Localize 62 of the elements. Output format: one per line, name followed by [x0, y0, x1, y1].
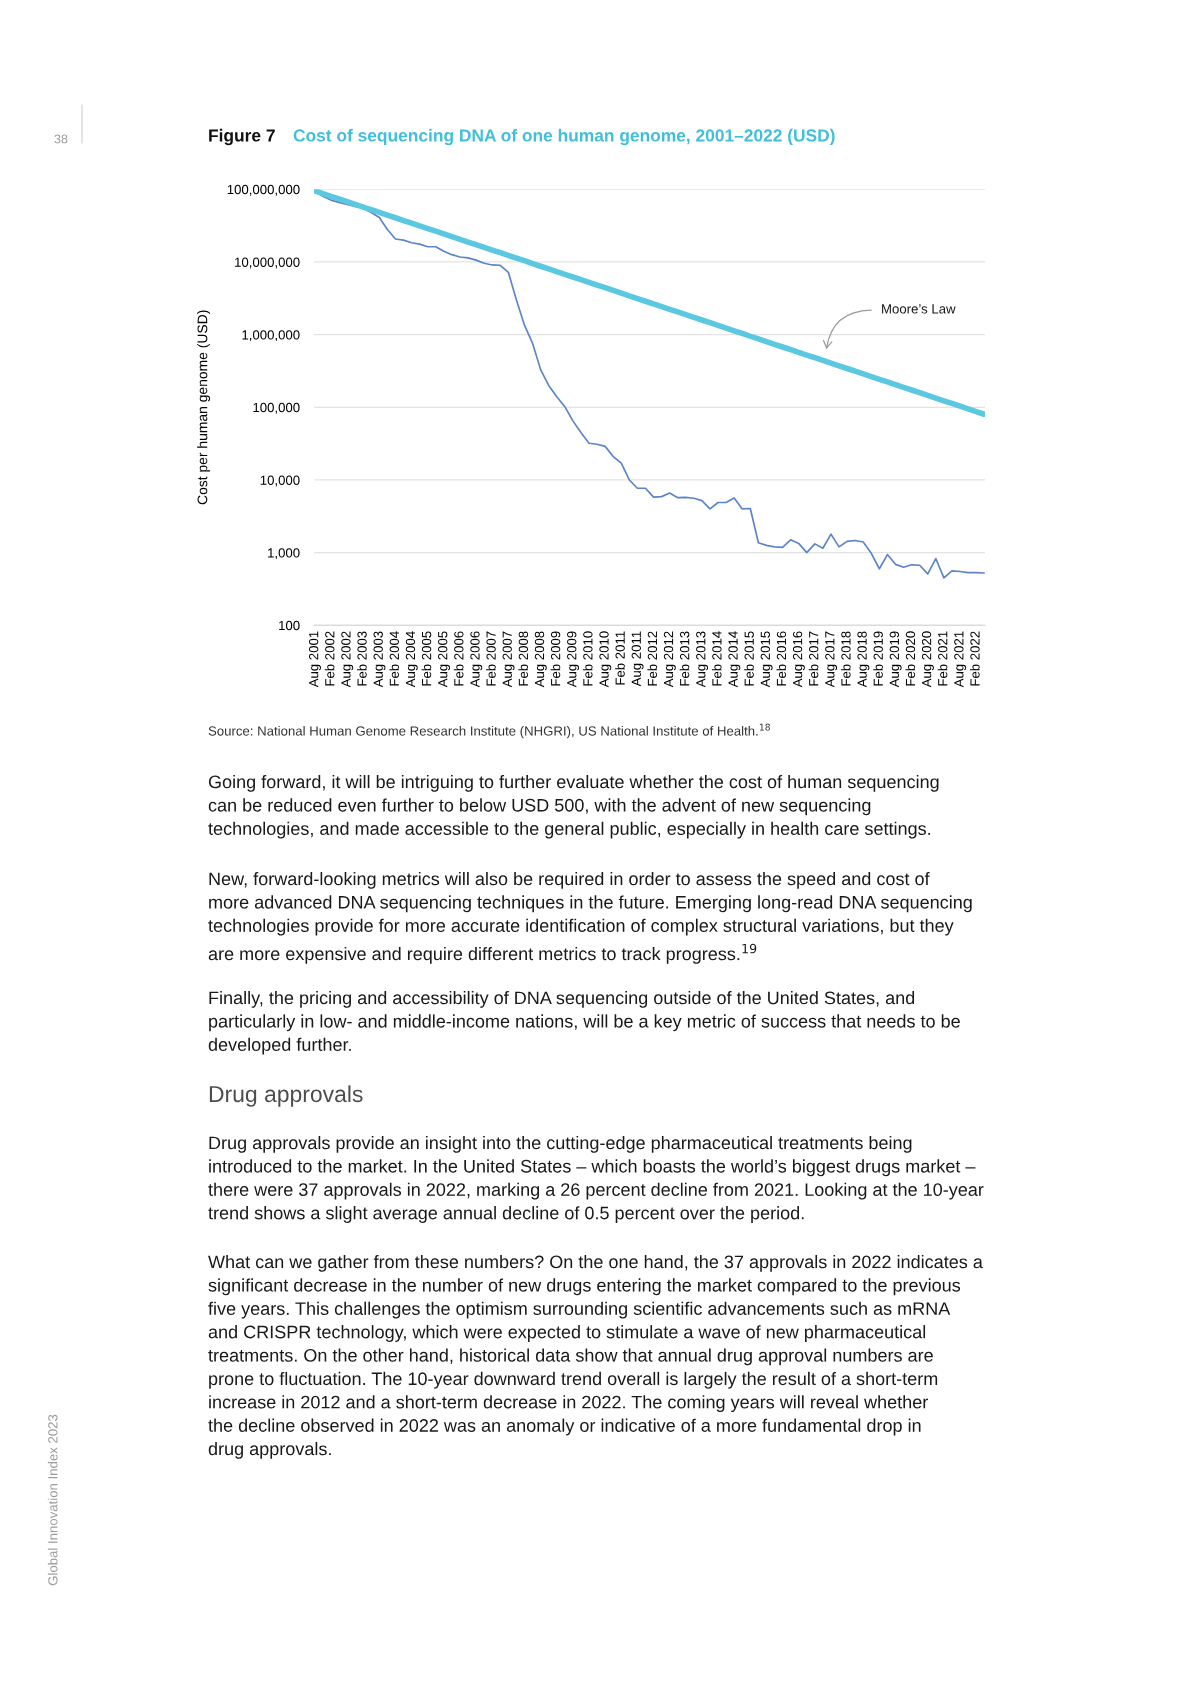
text: What can we gather from these numbers? On the one hand, the 37 approvals in 2022 indicates a significant decrease in the number of new drugs entering the market compared to the previous five years. This challenges the optimism surrounding scientific advancements such as mRNA and CRISPR technology, which were expected to stimulate a wave of new pharmaceutical treatments. On the other hand, historical data show that annual drug approval numbers are prone to fluctuation. The 10-year downward trend overall is largely the result of a short-term increase in 2012 and a short-term decrease in 2022. The coming years will reveal whether the decline observed in 2022 was an anomaly or indicative of a more fundamental drop in drug approvals. — [208, 1255, 983, 1459]
annotation: Moore’s Law — [882, 304, 956, 314]
y-axis-title: Cost per human genome (USD) — [197, 310, 211, 505]
x-tick-label: Feb 2013 — [679, 631, 690, 686]
text: 38 — [54, 134, 68, 144]
x-tick-label: Aug 2013 — [696, 631, 709, 688]
x-tick-label: Aug 2001 — [309, 631, 321, 688]
x-tick-label: Feb 2021 — [937, 631, 948, 686]
x-tick-label: Aug 2020 — [921, 631, 934, 688]
x-tick-label: Feb 2015 — [744, 631, 754, 686]
x-tick-label: Aug 2012 — [663, 631, 676, 688]
x-tick-label: Feb 2009 — [550, 631, 561, 686]
y-tick-label: 100,000 — [253, 402, 300, 414]
text: Global Innovation Index 2023 — [47, 1414, 58, 1586]
source-note: Source: National Human Genome Research Institute (NHGRI), US National Institute of Health.$^{18}$ — [208, 723, 770, 739]
x-tick-label: Aug 2021 — [954, 631, 967, 688]
y-tick-label: 100 — [279, 620, 300, 631]
x-tick-label: Feb 2005 — [421, 631, 432, 686]
x-tick-label: Feb 2016 — [776, 631, 787, 686]
text: Drug approvals provide an insight into the cutting-edge pharmaceutical treatments being introduced to the market. In the United States – which boasts the world’s biggest drugs market – there were 37 approvals in 2022, marking a 26 percent decline from 2021. Looking at the 10-year trend shows a slight average annual decline of 0.5 percent over the period. — [208, 1136, 984, 1223]
x-tick-label: Aug 2006 — [470, 631, 483, 688]
x-tick-label: Feb 2008 — [518, 631, 529, 686]
x-tick-label: Feb 2018 — [840, 631, 851, 686]
x-tick-label: Feb 2019 — [873, 631, 883, 686]
x-tick-label: Feb 2004 — [389, 631, 399, 686]
x-tick-label: Aug 2016 — [792, 631, 805, 688]
x-tick-label: Feb 2017 — [808, 631, 819, 686]
x-tick-label: Aug 2014 — [728, 631, 741, 688]
x-tick-label: Aug 2002 — [341, 631, 354, 688]
x-tick-label: Aug 2017 — [825, 631, 838, 688]
text: Finally, the pricing and accessibility of DNA sequencing outside of the United States, and particularly in low- and middle-income nations, will be a key metric of success that needs to be developed further. — [208, 991, 960, 1055]
y-tick-label: 10,000 — [260, 475, 300, 487]
x-tick-label: Feb 2002 — [324, 631, 335, 686]
y-tick-label: 100,000,000 — [227, 184, 300, 196]
y-tick-label: 1,000,000 — [242, 330, 300, 342]
text: Drug approvals — [209, 1085, 363, 1107]
x-tick-label: Aug 2003 — [373, 631, 386, 688]
x-tick-label: Feb 2011 — [615, 631, 625, 685]
x-tick-label: Aug 2009 — [567, 631, 580, 688]
x-tick-label: Aug 2015 — [760, 631, 773, 688]
y-tick-label: 1,000 — [268, 548, 300, 560]
x-tick-label: Feb 2003 — [357, 631, 367, 686]
x-tick-label: Feb 2014 — [711, 631, 722, 686]
x-tick-label: Feb 2007 — [486, 631, 496, 686]
x-tick-label: Feb 2012 — [647, 631, 658, 686]
caption: Figure 7 — [209, 128, 275, 146]
x-tick-label: Aug 2011 — [631, 631, 644, 687]
text: Going forward, it will be intriguing to further evaluate whether the cost of human sequencing can be reduced even further to below USD 500, with the advent of new sequencing technologies, and made accessible to the general public, especially in health care settings. — [208, 775, 939, 839]
text: New, forward-looking metrics will also be required in order to assess the speed and cost of more advanced DNA sequencing techniques in the future. Emerging long-read DNA sequencing technologies provide for more accurate identification of complex structural variations, but they are more expensive and require different metrics to track progress.$^{19}$ — [208, 872, 972, 964]
x-tick-label: Aug 2007 — [502, 631, 515, 688]
x-tick-label: Aug 2005 — [438, 631, 450, 688]
x-tick-label: Aug 2018 — [857, 631, 870, 688]
x-tick-label: Aug 2019 — [889, 631, 902, 688]
x-tick-label: Feb 2006 — [453, 631, 464, 686]
x-tick-label: Feb 2022 — [969, 631, 980, 686]
chart-title: Cost of sequencing DNA of one human genome, 2001–2022 (USD) — [293, 128, 835, 146]
y-tick-label: 10,000,000 — [235, 257, 300, 269]
x-tick-label: Feb 2020 — [905, 631, 916, 686]
x-tick-label: Aug 2004 — [405, 631, 418, 688]
x-tick-label: Feb 2010 — [582, 631, 593, 686]
x-tick-label: Aug 2008 — [534, 631, 547, 688]
x-tick-label: Aug 2010 — [599, 631, 612, 688]
